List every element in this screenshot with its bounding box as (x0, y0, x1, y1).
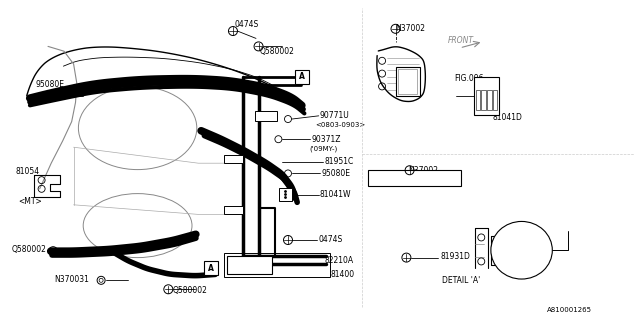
Text: A810001265: A810001265 (547, 308, 592, 313)
Text: 95080E: 95080E (35, 80, 64, 89)
Text: 90771U: 90771U (320, 111, 349, 120)
Text: FRONT: FRONT (448, 36, 474, 45)
Text: N370031: N370031 (54, 275, 89, 284)
Text: 81951C: 81951C (324, 157, 354, 166)
Text: <0803-0903>: <0803-0903> (316, 123, 366, 128)
Bar (295, 70, 309, 84)
Ellipse shape (491, 221, 552, 279)
Bar (493, 90, 497, 110)
Bar (474, 77, 499, 115)
Bar (224, 155, 243, 163)
Text: 0474S: 0474S (319, 235, 343, 244)
Bar (204, 261, 218, 275)
Text: Q580002: Q580002 (12, 245, 46, 254)
Bar (224, 253, 330, 277)
Text: 82210A: 82210A (324, 256, 354, 265)
Text: N37002: N37002 (408, 166, 438, 175)
Text: FIG.096: FIG.096 (454, 74, 484, 83)
Text: Q580002: Q580002 (259, 47, 294, 56)
Text: 81400: 81400 (331, 270, 355, 279)
Bar (487, 90, 492, 110)
Bar (224, 206, 243, 214)
Text: 0474S: 0474S (235, 20, 259, 28)
Bar (396, 67, 420, 96)
Bar (476, 90, 480, 110)
Bar (481, 90, 486, 110)
Text: 95080E: 95080E (322, 169, 351, 178)
Bar (279, 188, 292, 201)
Text: DETAIL 'A': DETAIL 'A' (442, 276, 480, 285)
Bar (368, 170, 461, 186)
Text: ('09MY-): ('09MY-) (309, 146, 337, 152)
Text: 81054: 81054 (16, 167, 40, 176)
Text: 81931D: 81931D (440, 252, 470, 261)
Text: Q580002: Q580002 (173, 286, 207, 295)
Text: 81041D: 81041D (493, 113, 523, 122)
Text: 90371Z: 90371Z (312, 135, 341, 144)
Bar (255, 111, 277, 121)
Bar (398, 69, 417, 94)
Text: 81041W: 81041W (320, 190, 351, 199)
Text: N37002: N37002 (396, 24, 426, 33)
Text: A: A (299, 72, 305, 81)
Text: <MT>: <MT> (18, 197, 42, 206)
Bar (227, 256, 272, 274)
Text: A: A (208, 264, 214, 273)
